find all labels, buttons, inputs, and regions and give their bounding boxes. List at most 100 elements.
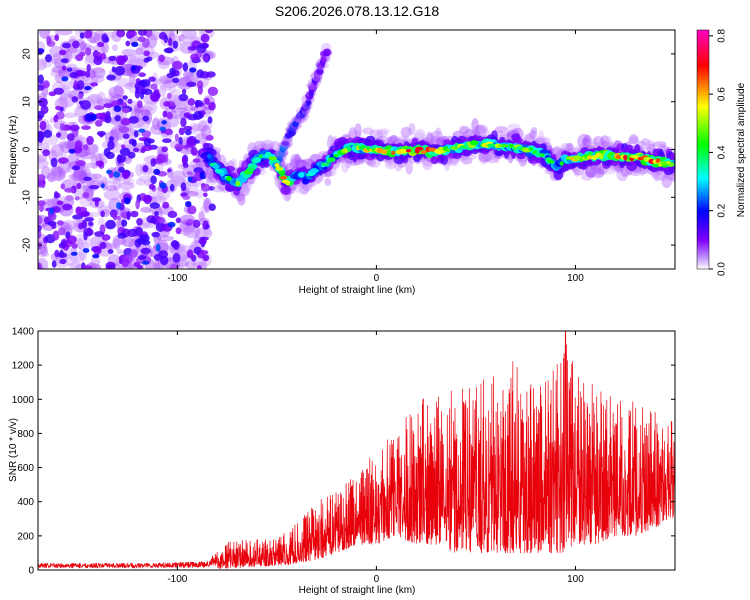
noise-blob xyxy=(82,241,90,250)
noise-speckle xyxy=(46,36,52,45)
noise-speckle xyxy=(80,100,91,110)
noise-blob xyxy=(204,199,211,214)
ridge-halo xyxy=(653,141,667,148)
noise-speckle xyxy=(100,183,105,189)
noise-speckle xyxy=(207,116,213,124)
noise-blob xyxy=(91,67,106,79)
noise-speckle xyxy=(74,140,82,150)
noise-speckle xyxy=(95,120,103,127)
noise-blob xyxy=(47,172,56,183)
ridge-peak xyxy=(598,154,604,160)
ridge-halo xyxy=(604,141,616,150)
noise-blob xyxy=(149,195,167,204)
ridge-halo xyxy=(205,178,219,186)
noise-speckle xyxy=(76,70,88,77)
noise-speckle xyxy=(172,60,183,70)
top-y-ticks: -20 -10 0 10 20 xyxy=(22,48,675,252)
noise-speckle xyxy=(200,183,211,192)
noise-blob xyxy=(152,117,160,130)
noise-blob xyxy=(74,30,82,38)
noise-blob xyxy=(140,206,153,213)
top-x-ticks: -100 0 100 xyxy=(167,30,584,284)
noise-speckle xyxy=(128,30,137,37)
noise-speckle xyxy=(57,252,67,258)
noise-speckle xyxy=(64,187,76,193)
noise-speckle xyxy=(38,242,42,250)
noise-blob xyxy=(89,146,96,161)
noise-blob xyxy=(40,246,48,257)
noise-blob xyxy=(68,172,87,181)
ridge-peak xyxy=(207,153,212,159)
ridge-halo xyxy=(461,156,473,165)
ridge-peak xyxy=(428,147,437,152)
noise-blob xyxy=(50,54,63,65)
noise-blob xyxy=(112,178,122,191)
noise-blob xyxy=(138,175,153,182)
noise-speckle xyxy=(163,34,168,44)
noise-speckle xyxy=(82,192,90,199)
snr-series-line xyxy=(38,331,675,569)
noise-speckle xyxy=(119,147,131,156)
noise-speckle xyxy=(200,33,210,43)
noise-speckle xyxy=(121,257,130,268)
noise-blob xyxy=(152,258,161,269)
ridge-peak xyxy=(280,176,287,180)
noise-speckle xyxy=(76,182,82,190)
ridge-halo xyxy=(596,166,605,178)
noise-blob xyxy=(77,37,85,44)
noise-speckle xyxy=(84,217,95,222)
noise-speckle xyxy=(148,76,156,82)
ridge-peak xyxy=(469,140,479,146)
noise-speckle xyxy=(55,132,62,138)
noise-speckle xyxy=(116,30,126,38)
noise-speckle xyxy=(167,210,178,219)
ridge-peak xyxy=(400,148,408,154)
noise-speckle xyxy=(208,203,216,211)
noise-speckle xyxy=(83,176,92,181)
noise-speckle xyxy=(82,248,90,253)
noise-speckle xyxy=(121,107,130,114)
noise-blob xyxy=(49,45,64,58)
noise-blob xyxy=(104,180,118,186)
noise-blob xyxy=(89,36,97,44)
noise-speckle xyxy=(142,260,150,265)
noise-speckle xyxy=(136,218,143,226)
arc-blob xyxy=(281,140,290,146)
noise-blob xyxy=(183,105,197,112)
noise-blob xyxy=(50,69,66,78)
noise-speckle xyxy=(38,74,44,84)
noise-speckle xyxy=(133,261,141,268)
noise-blob xyxy=(65,253,78,266)
ridge-band xyxy=(477,135,483,142)
noise-speckle xyxy=(75,160,86,167)
noise-speckle xyxy=(115,215,121,220)
noise-speckle xyxy=(199,250,209,255)
noise-speckle xyxy=(85,47,92,56)
noise-speckle xyxy=(113,105,122,112)
ridge-halo xyxy=(524,133,536,140)
noise-blob xyxy=(63,112,78,119)
noise-blob xyxy=(186,179,199,194)
noise-speckle xyxy=(94,112,106,120)
noise-speckle xyxy=(71,96,79,103)
noise-blob xyxy=(91,144,99,154)
ridge-peak xyxy=(275,166,284,171)
bottom-x-ticks: -100 0 100 xyxy=(167,331,584,585)
noise-speckle xyxy=(116,202,121,210)
y-tick-label: 400 xyxy=(17,497,34,508)
noise-speckle xyxy=(205,134,214,141)
noise-blob xyxy=(143,179,152,187)
colorbar-label: Normalized spectral amplitude xyxy=(736,82,747,217)
noise-speckle xyxy=(199,171,207,180)
ridge-halo xyxy=(566,142,574,151)
ridge-halo xyxy=(581,171,594,181)
noise-speckle xyxy=(187,219,195,224)
ridge-peak xyxy=(623,154,628,161)
noise-blob xyxy=(51,165,63,176)
ridge-peak xyxy=(249,163,257,169)
noise-blob xyxy=(106,177,122,184)
noise-speckle xyxy=(149,218,158,224)
ridge-halo xyxy=(298,184,309,195)
noise-speckle xyxy=(140,148,146,154)
